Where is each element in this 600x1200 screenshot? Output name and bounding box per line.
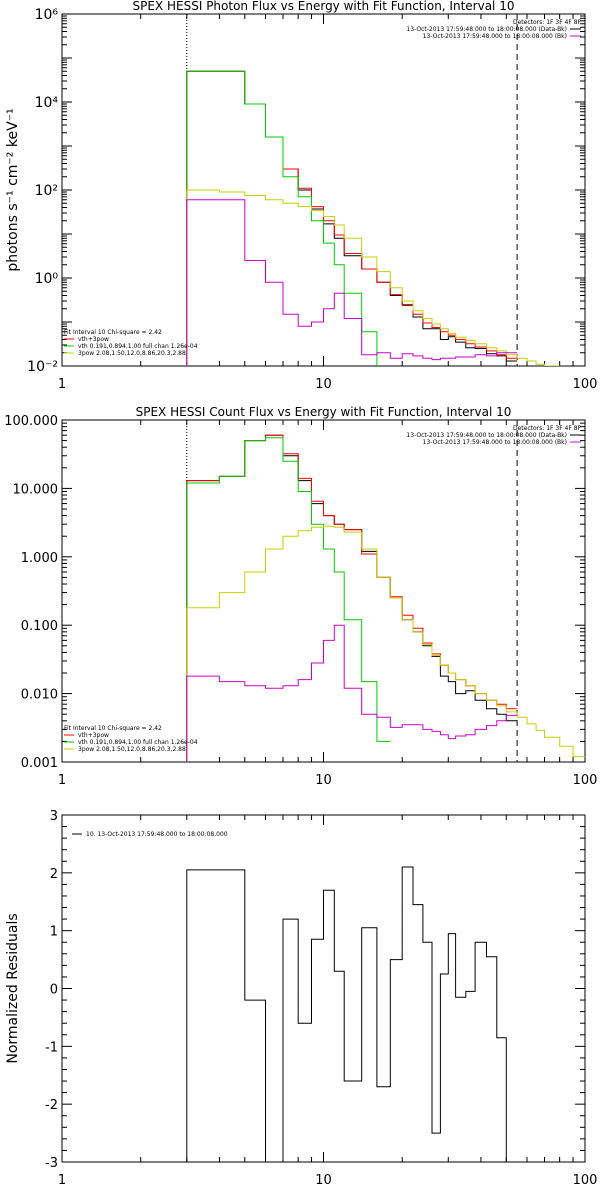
panel-2: 1 10 100 0.001 0.010 0.100 1.000 10.000 100.000 S… [4,405,597,788]
legend-label: 13-Oct-2013 17:59:48.000 to 18:00:08.000… [423,439,567,446]
series-3pow [186,189,560,366]
series-group [186,434,585,762]
panel-1: 1 10 100 10⁻² 10⁰ 10² 10⁴ 10⁶ SPEX HESSI Photon … [5,0,597,392]
x-tick-label: 100 [573,773,598,788]
x-tick-label: 1 [58,773,66,788]
series-group [186,70,560,366]
y-axis-label: photons s⁻¹ cm⁻² keV⁻¹ [5,108,21,271]
y-tick-label: 10.000 [13,482,59,497]
legend-label: vth+3pow [78,732,109,739]
series-data-bk [186,70,518,366]
y-tick-label: 0.001 [21,756,58,771]
series-data-bk [186,434,518,762]
y-tick-label: 10⁴ [35,95,59,111]
x-tick-label: 1 [58,377,66,392]
y-tick-label: 10⁻² [27,359,58,375]
legend-label: 13-Oct-2013 17:59:48.000 to 18:00:08.000… [406,432,567,439]
series-bk [186,199,518,366]
legend-bottom-left: Fit Interval 10 Chi-square = 2.42vth+3po… [64,329,198,357]
series-vth-3pow [186,70,518,366]
chart-title: SPEX HESSI Photon Flux vs Energy with Fi… [133,0,515,13]
y-tick-label: 10⁰ [35,271,59,287]
legend-label: 13-Oct-2013 17:59:48.000 to 18:00:08.000… [406,26,567,33]
legend-label: 13-Oct-2013 17:59:48.000 to 18:00:08.000… [423,33,567,40]
x-tick-label: 10 [315,773,332,788]
y-tick-label: 1.000 [21,551,58,566]
x-tick-label: 100 [573,377,598,392]
legend-label: vth 0.191,0.894,1.00 full chan 1.26e-04 [78,739,198,746]
series-vth [186,437,391,762]
series-group [186,866,507,1162]
series-10-13-oct-2013-17-59-48-000-to-18-00-08-000 [186,866,507,1162]
series-3pow [186,525,585,762]
legend-header: Fit Interval 10 Chi-square = 2.42 [64,725,162,732]
y-tick-label: 2 [50,867,58,882]
legend-label: vth 0.191,0.894,1.00 full chan 1.26e-04 [78,343,198,350]
legend-header: Fit Interval 10 Chi-square = 2.42 [64,329,162,336]
legend-label: 10. 13-Oct-2013 17:59:48.000 to 18:00:08… [86,831,228,838]
y-tick-label: 0.100 [21,619,58,634]
y-tick-label: 10² [35,183,58,199]
y-tick-label: 10⁶ [35,7,59,23]
y-tick-label: -2 [45,1098,58,1113]
legend-label: 3pow 2.08,1.50,12.0,8.86,20.3,2.88 [78,746,186,753]
x-tick-label: 10 [315,377,332,392]
legend-label: 3pow 2.08,1.50,12.0,8.86,20.3,2.88 [78,350,186,357]
y-axis-label: Normalized Residuals [5,913,21,1063]
chart-title: SPEX HESSI Count Flux vs Energy with Fit… [136,405,512,419]
legend-header: Detectors: 1F 3F 4F 8F [513,425,582,432]
y-tick-label: 3 [50,809,58,824]
series-bk [186,624,518,762]
x-tick-label: 100 [573,1173,598,1188]
y-tick-label: -1 [45,1040,58,1055]
x-tick-label: 1 [58,1173,66,1188]
series-vth-3pow [186,434,518,762]
legend-top-left: 10. 13-Oct-2013 17:59:48.000 to 18:00:08… [72,831,228,838]
legend-label: vth+3pow [78,336,109,343]
legend-bottom-left: Fit Interval 10 Chi-square = 2.42vth+3po… [64,725,198,753]
legend-header: Detectors: 1F 3F 4F 8F [513,19,582,26]
y-tick-label: 0 [50,983,58,998]
y-tick-label: 0.010 [21,688,58,703]
x-tick-label: 10 [315,1173,332,1188]
series-vth [186,70,378,366]
y-tick-label: 1 [50,925,58,940]
y-tick-label: 100.000 [4,414,58,429]
y-tick-label: -3 [45,1156,58,1171]
panel-3: 1 10 100 -3 -2 -1 0 1 2 3 Normalized Residuals 10. … [5,809,597,1188]
